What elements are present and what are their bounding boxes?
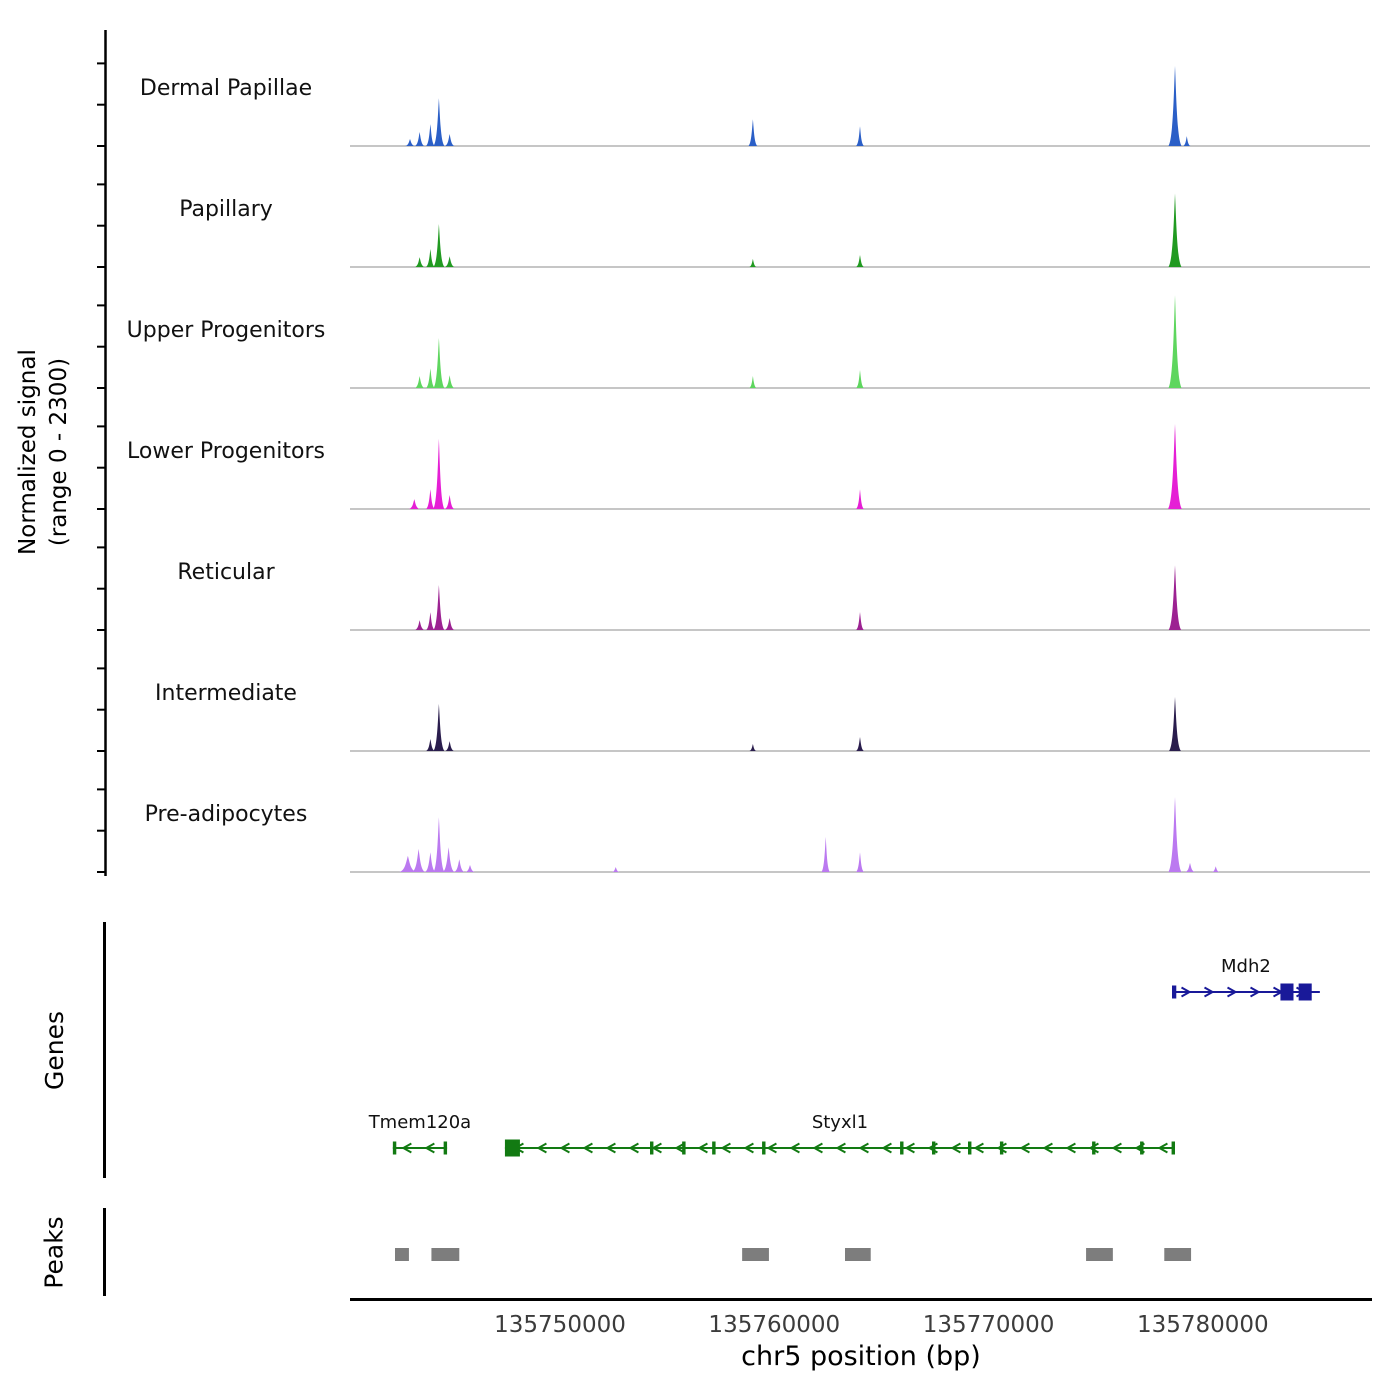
gene-styxl1: Styxl1 xyxy=(504,1112,1175,1157)
peak-call xyxy=(431,1248,460,1261)
x-tick-135770000: 135770000 xyxy=(922,1312,1055,1338)
peaks-section-label-text: Peaks xyxy=(39,1215,69,1289)
signal-track-papillary xyxy=(350,149,1370,270)
gene-label-mdh2: Mdh2 xyxy=(1221,956,1271,977)
signal-track-lower-progenitors xyxy=(350,391,1370,512)
signal-track-dermal-papillae xyxy=(350,28,1370,149)
x-axis-tick-labels: 135750000 135760000 135770000 135780000 xyxy=(0,1312,1400,1342)
x-tick-135760000: 135760000 xyxy=(708,1312,841,1338)
track-label-intermediate: Intermediate xyxy=(155,681,297,706)
peak-call xyxy=(1086,1248,1113,1261)
x-tick-135750000: 135750000 xyxy=(494,1312,626,1338)
y-axis-label-line1: Normalized signal xyxy=(14,349,41,555)
gene-label-tmem120a: Tmem120a xyxy=(368,1112,472,1133)
signal-track-upper-progenitors xyxy=(350,270,1370,391)
track-labels: Dermal Papillae Papillary Upper Progenitor… xyxy=(110,28,342,875)
y-axis xyxy=(97,30,107,876)
track-label-dermal-papillae: Dermal Papillae xyxy=(139,76,313,101)
peaks-section-label: Peaks xyxy=(22,1206,86,1298)
track-label-pre-adipocytes: Pre-adipocytes xyxy=(144,802,308,827)
gene-tmem120a: Tmem120a xyxy=(368,1112,472,1155)
track-label-papillary: Papillary xyxy=(179,197,273,222)
gene-label-styxl1: Styxl1 xyxy=(812,1112,868,1133)
track-label-lower-progenitors: Lower Progenitors xyxy=(127,439,325,464)
x-axis-title: chr5 position (bp) xyxy=(741,1341,981,1372)
track-label-reticular: Reticular xyxy=(177,560,275,585)
genes-section-label-text: Genes xyxy=(39,1010,69,1090)
track-label-upper-progenitors: Upper Progenitors xyxy=(126,318,326,343)
signal-track-reticular xyxy=(350,512,1370,633)
peaks-track xyxy=(395,1248,1192,1261)
peaks-axis-line xyxy=(103,1208,106,1296)
peak-call xyxy=(395,1248,409,1261)
genes-axis-line xyxy=(103,922,106,1178)
x-tick-135780000: 135780000 xyxy=(1136,1312,1269,1338)
y-axis-label-line2: (range 0 - 2300) xyxy=(46,357,72,547)
genes-section-label: Genes xyxy=(22,922,86,1178)
signal-tracks xyxy=(350,28,1370,875)
signal-track-intermediate xyxy=(350,633,1370,754)
peak-call xyxy=(1164,1248,1192,1261)
gene-mdh2: Mdh2 xyxy=(1172,956,1320,1001)
y-axis-label: Normalized signal (range 0 - 2300) xyxy=(8,24,80,880)
genes-track: Mdh2 Tmem120a Styxl1 xyxy=(368,956,1320,1157)
peak-call xyxy=(845,1248,871,1261)
peak-call xyxy=(742,1248,769,1261)
x-axis-line xyxy=(350,1298,1372,1301)
signal-track-pre-adipocytes xyxy=(350,754,1370,875)
